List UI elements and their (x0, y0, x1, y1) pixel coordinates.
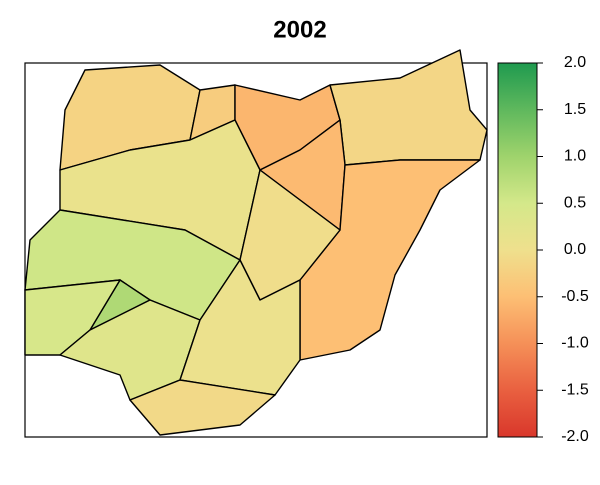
colorbar-tick-label: 0.0 (564, 241, 586, 258)
colorbar-tick-label: 1.0 (564, 148, 586, 165)
map-frame (24, 62, 488, 438)
colorbar-tick-label: 0.5 (564, 194, 586, 211)
colorbar-tick-label: 2.0 (564, 54, 586, 71)
map (24, 49, 488, 436)
chart-title: 2002 (273, 16, 326, 43)
region (329, 49, 488, 166)
colorbar-tick-label: 1.5 (564, 101, 586, 118)
colorbar (497, 62, 538, 438)
colorbar-tick-label: -2.0 (561, 428, 589, 445)
region (129, 379, 276, 436)
colorbar-tick-label: -0.5 (561, 288, 589, 305)
colorbar-tick-label: -1.0 (561, 335, 589, 352)
colorbar-tick-label: -1.5 (561, 381, 589, 398)
